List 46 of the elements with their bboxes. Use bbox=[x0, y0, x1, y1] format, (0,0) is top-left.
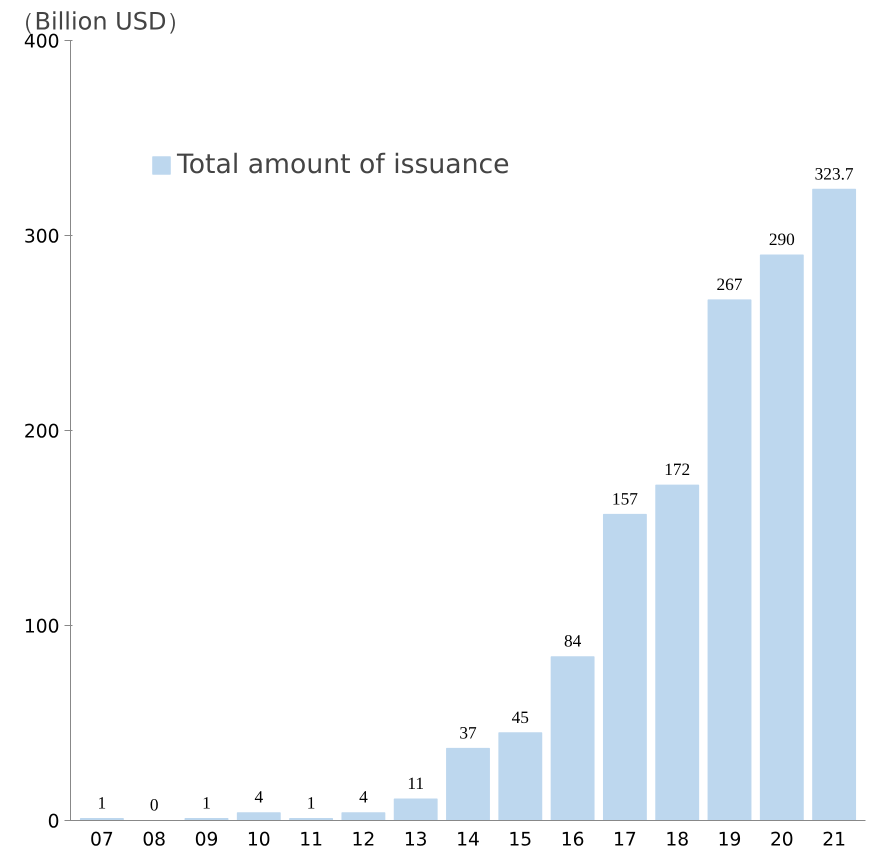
data-label: 1 bbox=[306, 794, 316, 813]
data-label: 1 bbox=[98, 794, 106, 813]
y-tick-label: 200 bbox=[24, 422, 60, 442]
data-label: 290 bbox=[768, 230, 795, 249]
legend-label: Total amount of issuance bbox=[177, 149, 510, 180]
x-tick-label: 16 bbox=[560, 830, 584, 850]
bar bbox=[655, 484, 700, 820]
data-label: 11 bbox=[407, 774, 424, 794]
x-tick-label: 21 bbox=[822, 830, 846, 850]
bar bbox=[236, 812, 281, 820]
x-tick-label: 08 bbox=[142, 830, 166, 850]
data-label: 45 bbox=[512, 708, 529, 727]
data-label: 4 bbox=[254, 788, 264, 807]
x-tick-label: 07 bbox=[90, 830, 114, 850]
data-label: 172 bbox=[664, 460, 690, 480]
x-tick-label: 09 bbox=[194, 830, 218, 850]
data-label: 4 bbox=[359, 788, 368, 807]
data-label: 323.7 bbox=[814, 164, 854, 184]
bar bbox=[760, 254, 804, 820]
x-tick-label: 12 bbox=[352, 830, 376, 850]
data-label: 0 bbox=[150, 796, 159, 814]
x-tick-label: 10 bbox=[246, 830, 271, 850]
x-tick-label: 17 bbox=[613, 830, 637, 850]
bar bbox=[446, 748, 490, 820]
x-tick-label: 19 bbox=[718, 830, 742, 850]
data-label: 157 bbox=[612, 489, 638, 508]
data-label: 1 bbox=[202, 794, 211, 813]
x-tick-label: 14 bbox=[456, 830, 480, 850]
bar bbox=[498, 732, 542, 820]
data-label: 37 bbox=[459, 723, 477, 742]
bar bbox=[708, 299, 752, 820]
bar bbox=[394, 798, 438, 820]
y-tick-label: 0 bbox=[48, 812, 60, 832]
data-label: 84 bbox=[564, 632, 582, 651]
x-tick-label: 11 bbox=[299, 830, 323, 850]
bar bbox=[550, 656, 595, 820]
x-tick-label: 20 bbox=[770, 830, 794, 850]
y-tick-label: 100 bbox=[24, 616, 60, 638]
bar bbox=[812, 188, 856, 820]
x-tick-label: 18 bbox=[665, 830, 690, 850]
x-tick-label: 13 bbox=[404, 830, 428, 850]
x-tick-label: 15 bbox=[508, 830, 532, 850]
data-label: 267 bbox=[716, 274, 743, 294]
bar bbox=[602, 514, 647, 820]
bar bbox=[341, 812, 386, 820]
y-tick-label: 300 bbox=[24, 226, 60, 248]
